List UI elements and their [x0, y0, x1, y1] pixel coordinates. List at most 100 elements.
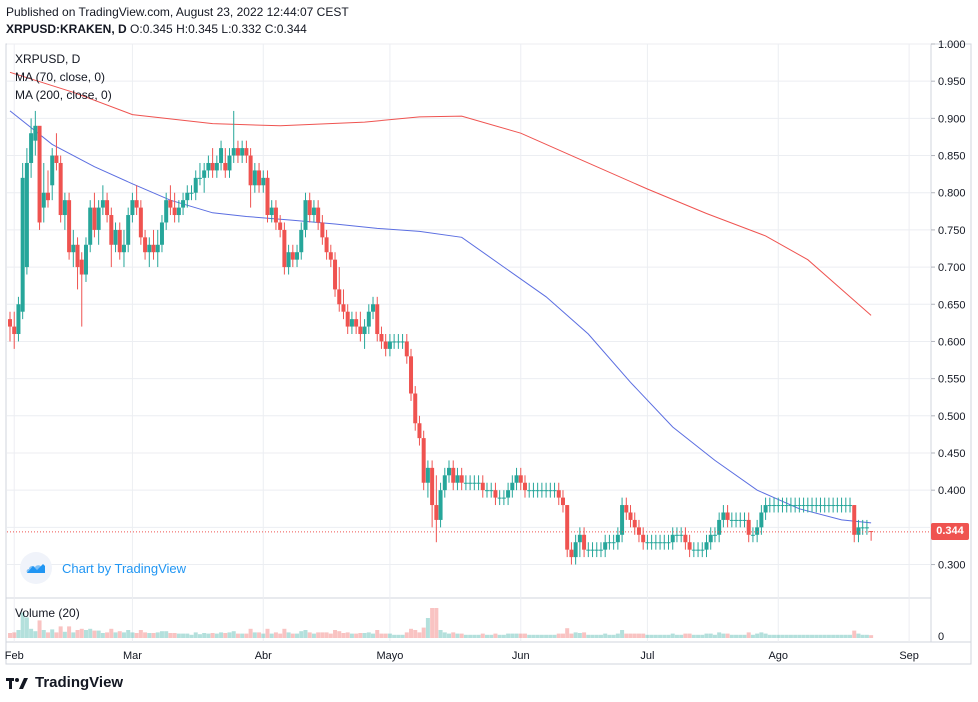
candle-body — [679, 534, 684, 536]
candle-body — [489, 490, 494, 492]
x-tick-label: Feb — [5, 650, 24, 662]
candle-body — [62, 200, 67, 216]
candle-body — [12, 326, 17, 335]
volume-bar — [164, 631, 169, 638]
candle-body — [181, 200, 186, 208]
candle-body — [683, 534, 688, 543]
candle-body — [615, 534, 620, 543]
candle-body — [75, 244, 80, 268]
candle-body — [577, 534, 582, 543]
volume-bar — [413, 630, 418, 638]
y-tick-label: 0.800 — [938, 188, 966, 200]
candle-body — [653, 542, 658, 544]
volume-bar — [839, 634, 844, 638]
volume-bar — [223, 633, 228, 638]
volume-bar — [611, 634, 616, 638]
volume-bar — [67, 626, 72, 638]
volume-bar — [459, 633, 464, 638]
footer-brand[interactable]: TradingView — [6, 674, 123, 691]
volume-bar — [632, 633, 637, 638]
volume-bar — [181, 633, 186, 638]
candle-body — [214, 162, 219, 171]
volume-bar — [556, 633, 561, 638]
volume-bar — [569, 633, 574, 638]
volume-bar — [843, 634, 848, 638]
candle-body — [636, 527, 641, 535]
volume-bar — [628, 633, 633, 638]
volume-bar — [176, 633, 181, 638]
volume-bar — [121, 632, 126, 638]
tradingview-watermark[interactable]: Chart by TradingView — [20, 552, 186, 584]
volume-bar — [708, 633, 713, 638]
candle-body — [864, 527, 869, 529]
candle-body — [704, 542, 709, 550]
candle-body — [455, 475, 460, 483]
volume-bar — [772, 634, 777, 638]
volume-bar — [856, 633, 861, 638]
volume-bar — [607, 634, 612, 638]
volume-bar — [273, 632, 278, 638]
candle-body — [607, 542, 612, 544]
volume-bar — [159, 631, 164, 638]
volume-bar — [75, 630, 80, 638]
volume-bar — [539, 634, 544, 638]
candle-body — [223, 162, 228, 171]
volume-bar — [257, 632, 262, 638]
volume-bar — [615, 633, 620, 638]
candle-body — [219, 148, 224, 163]
volume-bar — [307, 632, 312, 638]
volume-bar — [717, 632, 722, 638]
volume-bar — [328, 633, 333, 638]
volume-bar — [797, 634, 802, 638]
candle-body — [295, 252, 300, 260]
volume-bar — [371, 633, 376, 638]
volume-bar — [755, 633, 760, 638]
candle-body — [333, 259, 338, 290]
candle-body — [379, 334, 384, 342]
candle-body — [387, 341, 392, 349]
candle-body — [797, 505, 802, 507]
candle-body — [649, 542, 654, 544]
volume-bar — [269, 633, 274, 638]
volume-bar — [767, 634, 772, 638]
volume-bar — [805, 634, 810, 638]
candle-body — [860, 527, 865, 529]
candle-body — [480, 482, 485, 491]
volume-bar — [527, 634, 532, 638]
candle-body — [404, 341, 409, 357]
candle-body — [497, 497, 502, 499]
volume-bar — [96, 630, 101, 638]
volume-bar — [759, 632, 764, 638]
volume-bar — [8, 633, 12, 638]
volume-legend: Volume (20) — [15, 606, 80, 620]
candle-body — [240, 148, 245, 156]
volume-bar — [219, 632, 224, 638]
y-tick-label: 0.550 — [938, 374, 966, 386]
volume-bar — [822, 634, 827, 638]
watermark-text: Chart by TradingView — [62, 560, 187, 576]
candle-body — [50, 155, 55, 186]
symbol-name: XRPUSD:KRAKEN, D — [6, 22, 127, 36]
x-tick-label: Abr — [255, 650, 272, 662]
volume-bar — [531, 634, 536, 638]
volume-bar — [687, 633, 692, 638]
candle-body — [565, 505, 570, 550]
candle-body — [522, 482, 527, 491]
candle-body — [569, 549, 574, 558]
candle-body — [261, 177, 266, 186]
volume-bar — [788, 634, 793, 638]
volume-bar — [501, 634, 506, 638]
candle-body — [670, 534, 675, 543]
volume-bar — [497, 634, 502, 638]
candle-body — [54, 155, 59, 163]
candle-body — [734, 519, 739, 521]
volume-bar — [130, 632, 135, 638]
candle-body — [624, 505, 629, 513]
candle-body — [168, 200, 173, 208]
candle-body — [784, 505, 789, 507]
candle-body — [780, 505, 785, 507]
candle-body — [641, 534, 646, 543]
volume-bar — [105, 632, 110, 638]
candle-body — [375, 304, 380, 335]
